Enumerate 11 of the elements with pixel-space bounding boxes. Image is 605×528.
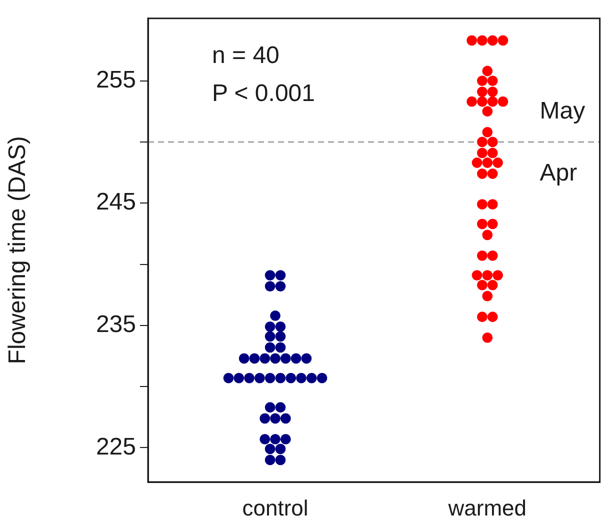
x-tick-label: warmed bbox=[447, 495, 527, 520]
annotation: May bbox=[540, 98, 586, 125]
y-axis-title: Flowering time (DAS) bbox=[4, 136, 32, 364]
y-tick-label: 255 bbox=[96, 66, 136, 94]
y-tick-label: 245 bbox=[96, 188, 136, 216]
annotation: P < 0.001 bbox=[212, 80, 315, 108]
x-tick-label: control bbox=[242, 495, 308, 520]
annotation: Apr bbox=[540, 160, 578, 187]
y-tick-label: 235 bbox=[96, 311, 136, 338]
y-tick-label: 225 bbox=[96, 433, 136, 460]
annotation: n = 40 bbox=[212, 42, 280, 70]
